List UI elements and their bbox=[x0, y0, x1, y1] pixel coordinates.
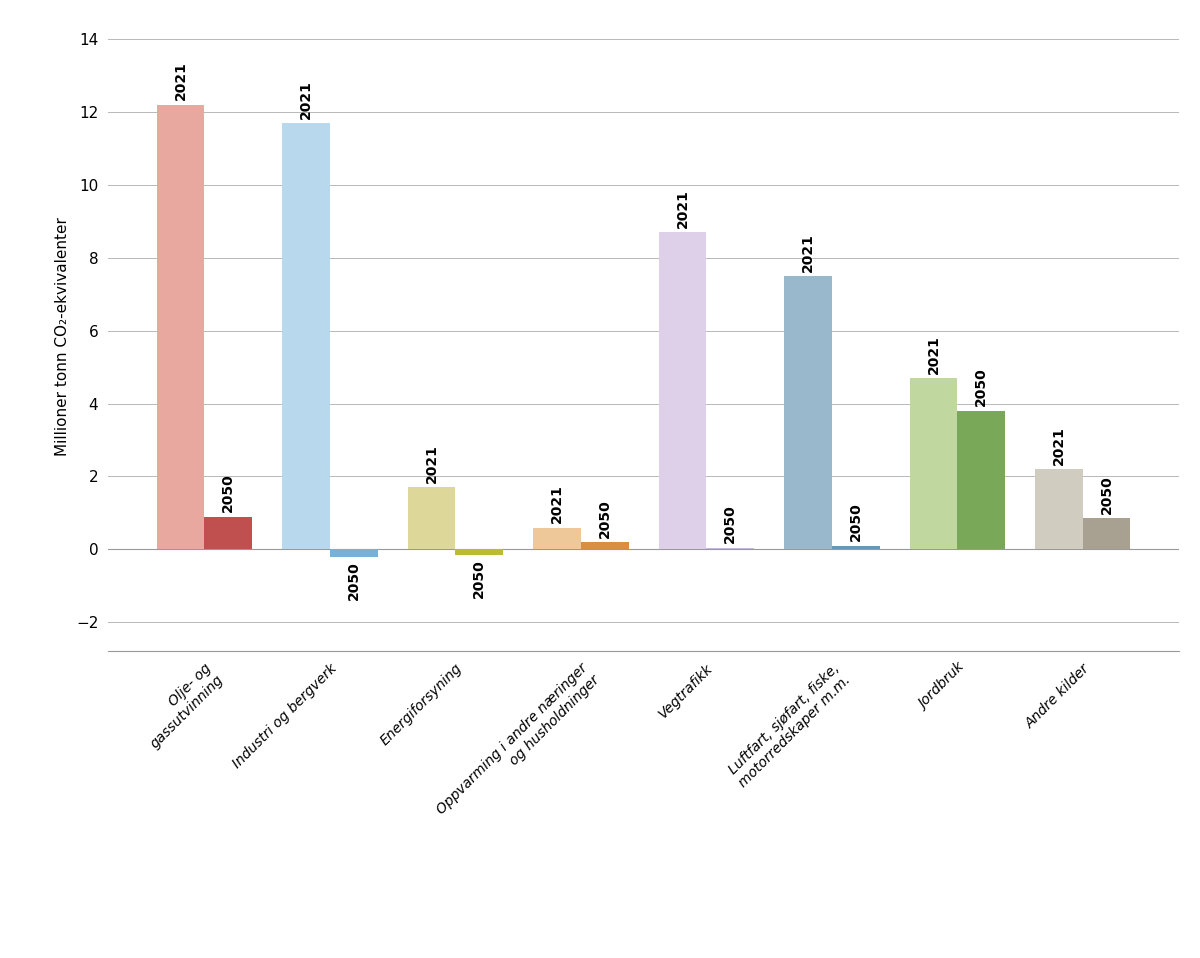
Bar bbox=[958, 411, 1004, 549]
Bar bbox=[455, 549, 503, 555]
Bar bbox=[910, 378, 958, 549]
Text: 2021: 2021 bbox=[1052, 426, 1066, 465]
Bar bbox=[282, 123, 330, 549]
Bar bbox=[1082, 518, 1130, 549]
Bar bbox=[581, 542, 629, 549]
Text: 2021: 2021 bbox=[676, 189, 690, 228]
Text: 2050: 2050 bbox=[221, 473, 235, 513]
Bar bbox=[157, 104, 204, 549]
Text: 2050: 2050 bbox=[848, 503, 863, 541]
Text: 2050: 2050 bbox=[724, 505, 737, 543]
Text: 2021: 2021 bbox=[800, 233, 815, 272]
Text: 2021: 2021 bbox=[299, 80, 313, 119]
Bar bbox=[533, 528, 581, 549]
Bar bbox=[330, 549, 378, 557]
Text: 2050: 2050 bbox=[598, 499, 612, 537]
Text: 2050: 2050 bbox=[1099, 475, 1114, 514]
Text: 2050: 2050 bbox=[974, 368, 988, 406]
Bar bbox=[408, 488, 455, 549]
Y-axis label: Millioner tonn CO₂-ekvivalenter: Millioner tonn CO₂-ekvivalenter bbox=[55, 217, 71, 456]
Bar bbox=[832, 546, 880, 549]
Bar bbox=[784, 276, 832, 549]
Text: 2050: 2050 bbox=[347, 561, 361, 600]
Text: 2021: 2021 bbox=[926, 334, 941, 374]
Text: 2050: 2050 bbox=[472, 559, 486, 598]
Text: 2021: 2021 bbox=[425, 445, 438, 483]
Text: 2021: 2021 bbox=[174, 61, 187, 101]
Bar bbox=[1036, 469, 1082, 549]
Bar bbox=[659, 232, 707, 549]
Text: 2021: 2021 bbox=[550, 484, 564, 523]
Bar bbox=[204, 516, 252, 549]
Bar bbox=[707, 548, 754, 549]
